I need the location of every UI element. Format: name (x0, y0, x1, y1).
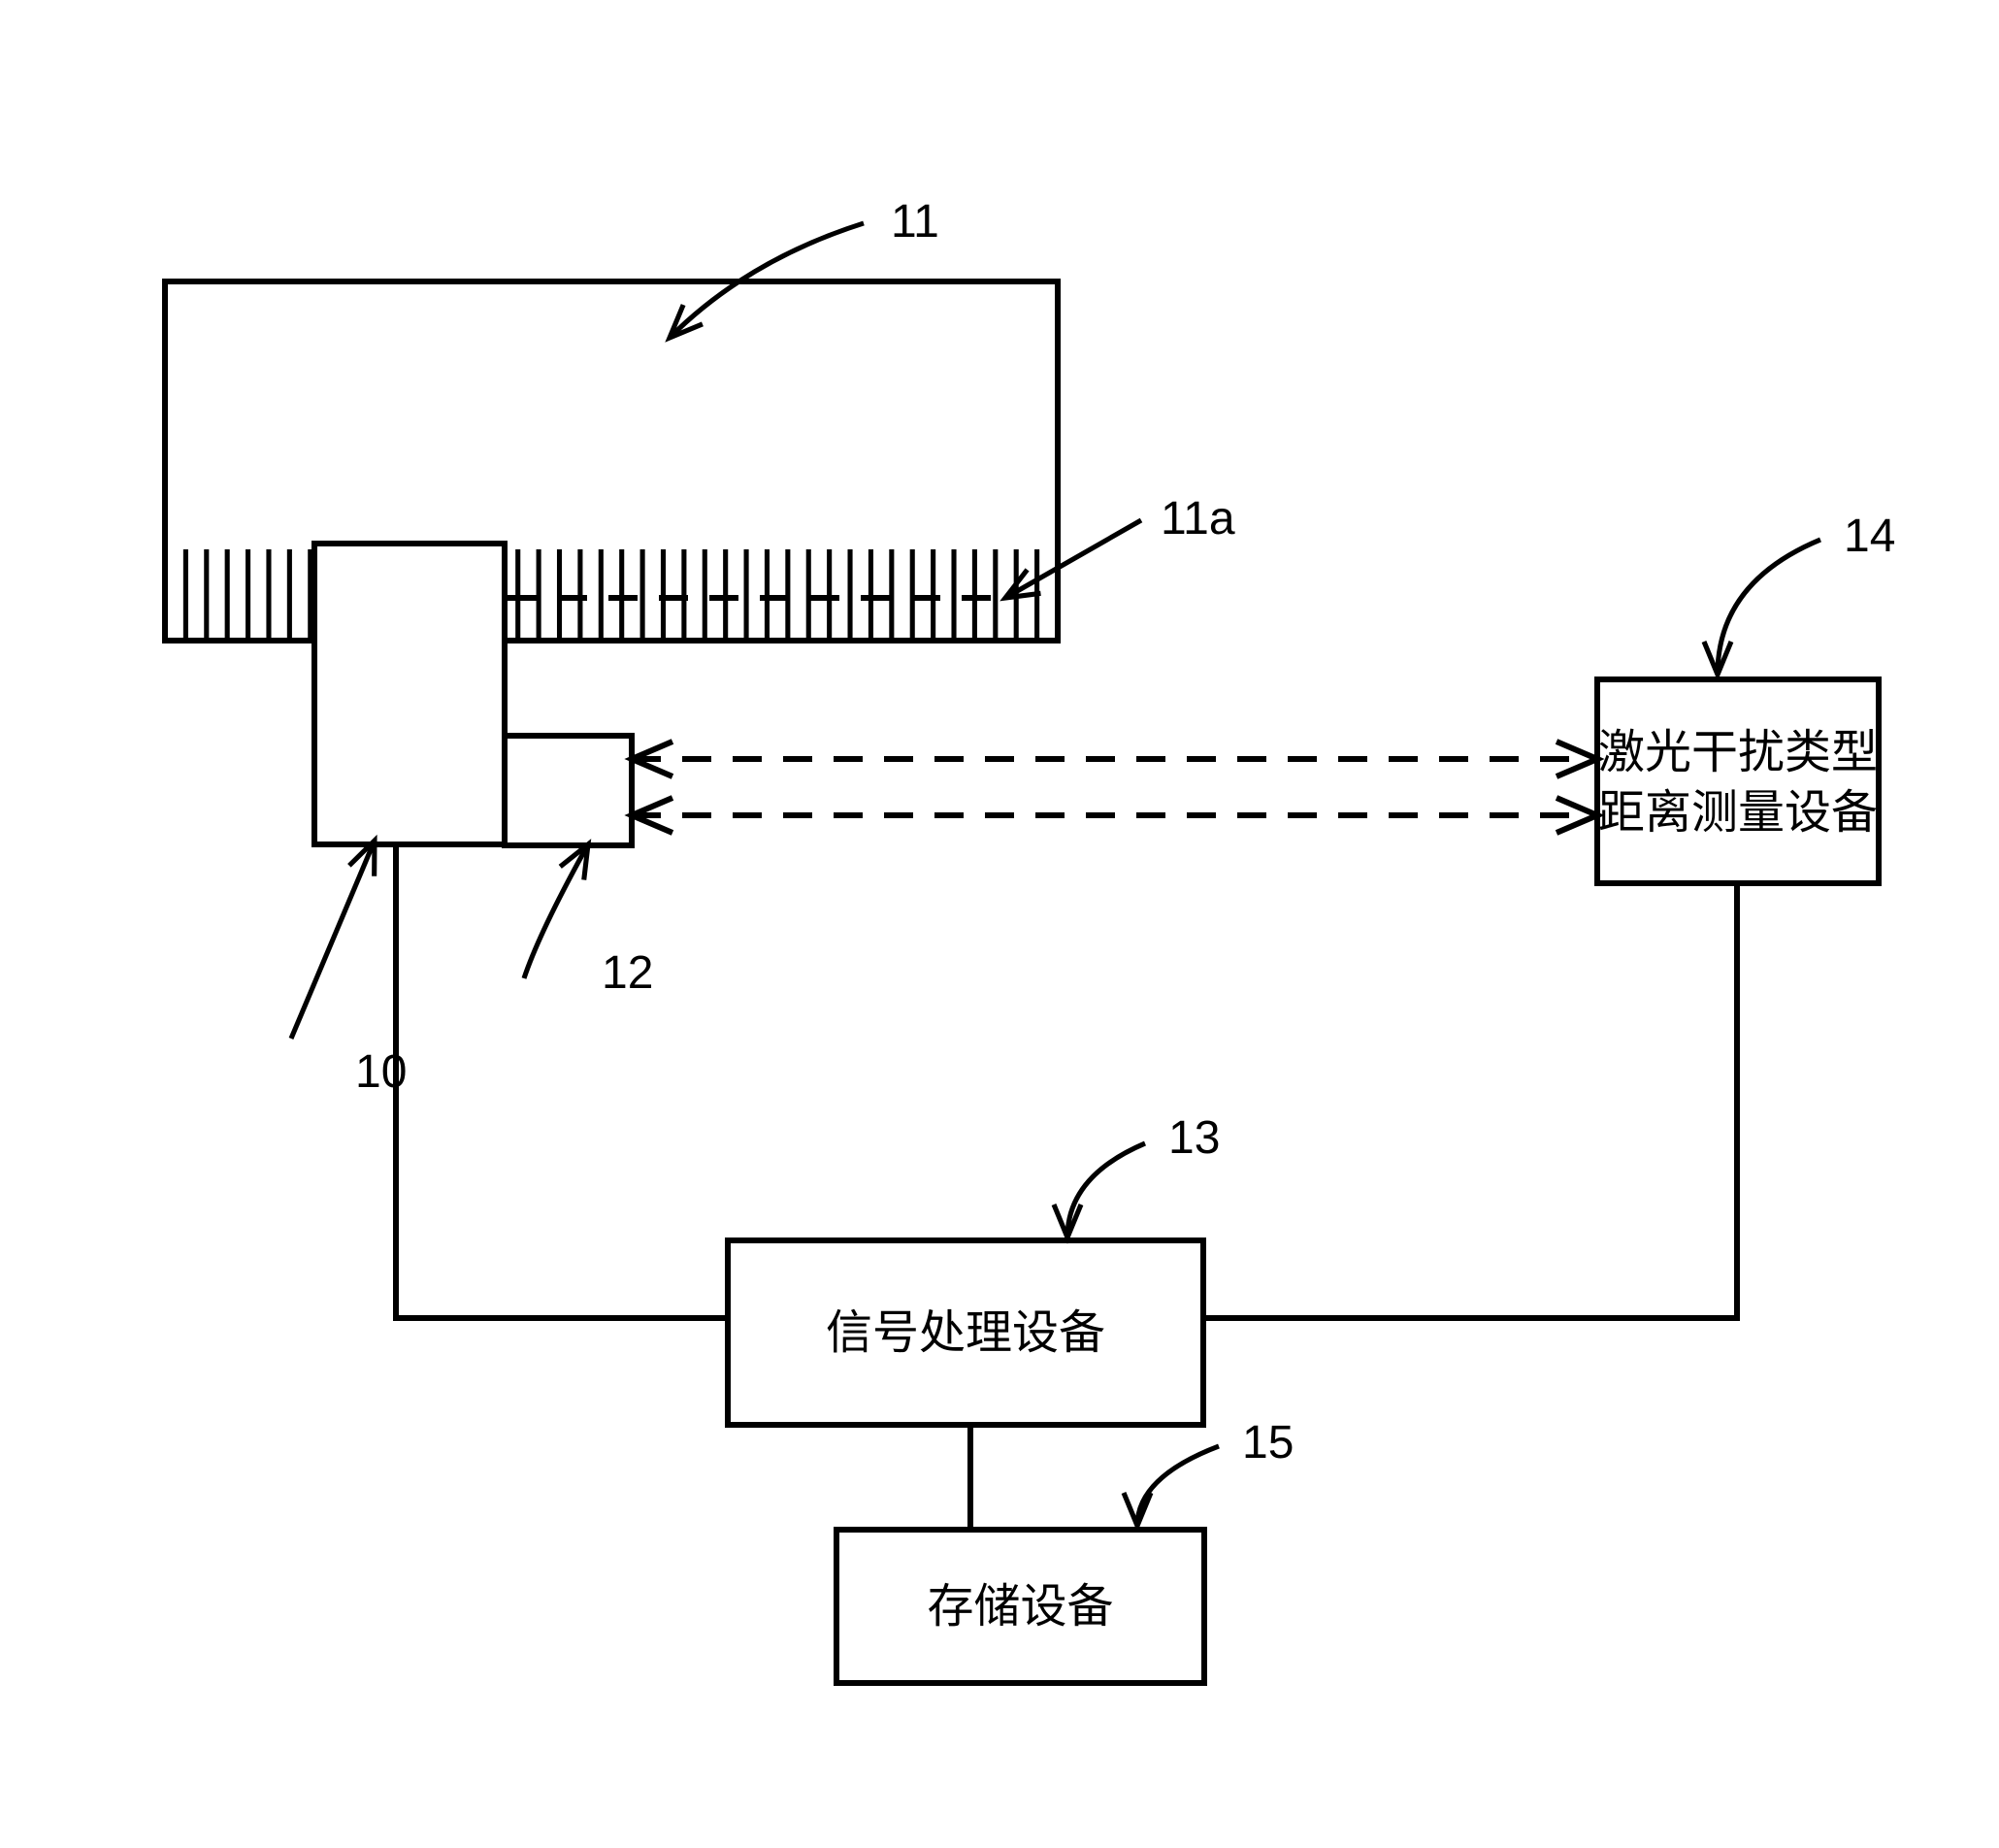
callout-c12 (524, 844, 588, 978)
link-14-13 (1203, 883, 1737, 1318)
laser-device-label-1: 激光干扰类型 (1598, 727, 1878, 778)
callout-c13-label: 13 (1168, 1112, 1220, 1164)
link-10-13 (396, 844, 728, 1318)
callout-c10-label: 10 (355, 1046, 407, 1098)
callout-c14-label: 14 (1844, 511, 1895, 562)
callout-c15 (1137, 1446, 1219, 1526)
laser-device-label-2: 距离测量设备 (1598, 787, 1878, 839)
storage-label: 存储设备 (927, 1581, 1113, 1633)
scale-body (165, 281, 1058, 641)
callout-c14 (1718, 540, 1820, 675)
callout-c11a (1005, 520, 1141, 598)
diagram-canvas: 激光干扰类型距离测量设备信号处理设备存储设备 11 11a 14 12 10 13 15 (0, 0, 1999, 1848)
laser-device-box (1597, 679, 1879, 883)
callout-c11a-label: 11a (1161, 493, 1235, 544)
component-12 (505, 736, 632, 845)
callout-c13 (1067, 1143, 1145, 1238)
callout-c15-label: 15 (1242, 1417, 1294, 1468)
callout-c12-label: 12 (602, 947, 653, 999)
callout-c10 (291, 841, 375, 1039)
callout-c11-label: 11 (891, 196, 939, 248)
signal-processor-label: 信号处理设备 (826, 1307, 1105, 1359)
component-10 (314, 544, 505, 844)
